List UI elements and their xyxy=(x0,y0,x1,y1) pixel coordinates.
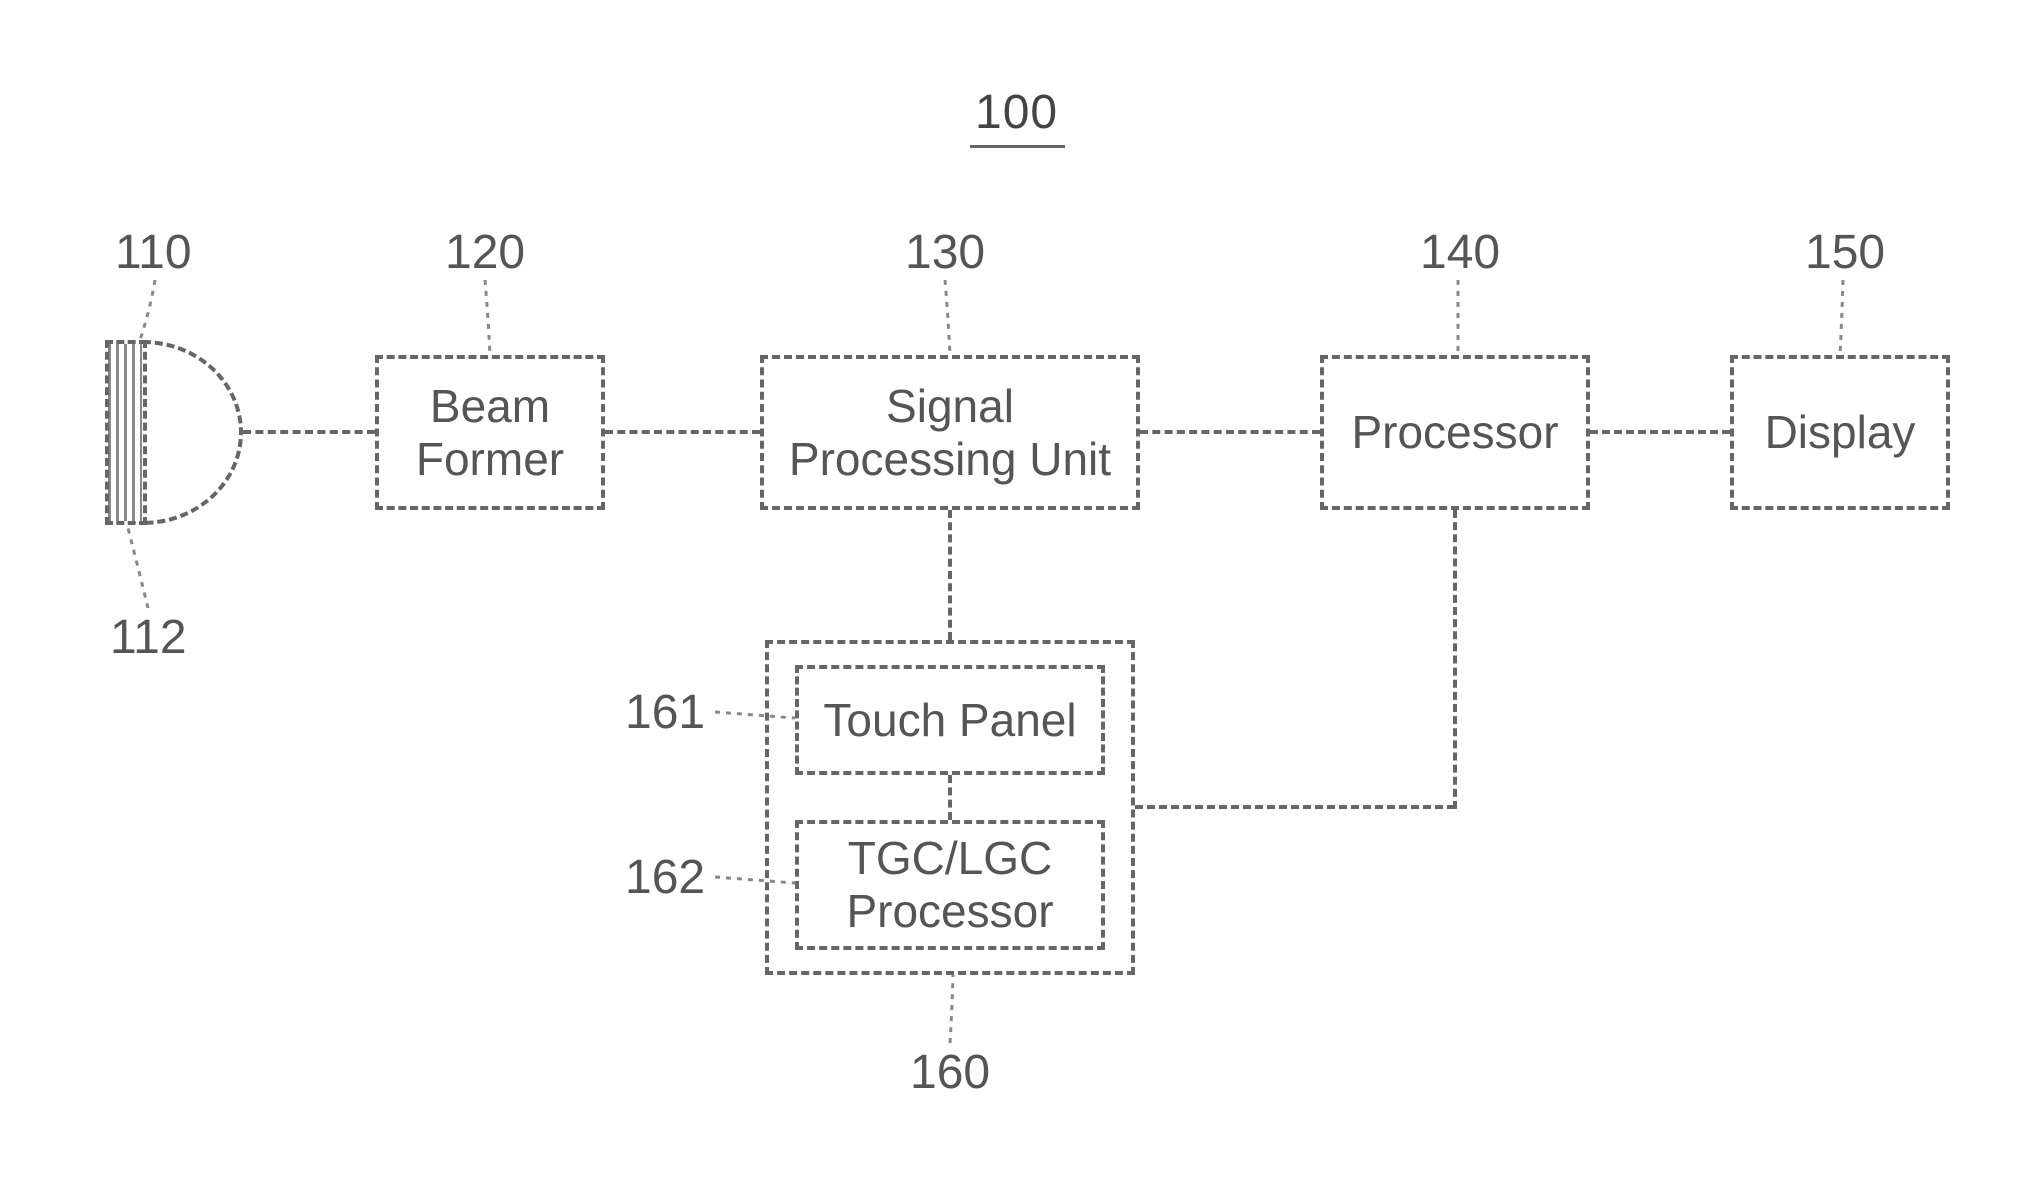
ref-162: 162 xyxy=(625,850,705,905)
tgc-lgc-label: TGC/LGC Processor xyxy=(846,832,1053,938)
edge-processor-display xyxy=(1590,430,1730,434)
spu-label: Signal Processing Unit xyxy=(789,380,1111,486)
signal-processing-unit-box: Signal Processing Unit xyxy=(760,355,1140,510)
processor-box: Processor xyxy=(1320,355,1590,510)
ref-140: 140 xyxy=(1420,225,1500,280)
edge-probe-beamformer xyxy=(243,430,375,434)
leader-130 xyxy=(945,280,950,355)
edge-beamformer-spu xyxy=(605,430,760,434)
ref-161: 161 xyxy=(625,685,705,740)
probe-nose xyxy=(143,340,243,525)
diagram-title: 100 xyxy=(975,85,1058,140)
edge-spu-processor xyxy=(1140,430,1320,434)
ref-110: 110 xyxy=(115,225,192,280)
block-diagram: 100 Beam Former Signal Processing Unit P… xyxy=(0,0,2021,1188)
leader-110 xyxy=(140,280,155,340)
tgc-lgc-box: TGC/LGC Processor xyxy=(795,820,1105,950)
beam-former-label: Beam Former xyxy=(416,380,564,486)
edge-spu-controller xyxy=(948,510,952,640)
touch-panel-label: Touch Panel xyxy=(823,694,1076,747)
ref-150: 150 xyxy=(1805,225,1885,280)
leader-lines xyxy=(0,0,2021,1188)
leader-150 xyxy=(1840,280,1843,355)
ref-112: 112 xyxy=(110,610,187,665)
display-label: Display xyxy=(1765,406,1916,459)
probe-body xyxy=(105,340,147,525)
ref-120: 120 xyxy=(445,225,525,280)
beam-former-box: Beam Former xyxy=(375,355,605,510)
edge-controller-processor-v xyxy=(1453,510,1457,809)
ref-130: 130 xyxy=(905,225,985,280)
leader-160 xyxy=(950,975,953,1043)
leader-120 xyxy=(485,280,490,355)
ref-160: 160 xyxy=(910,1045,990,1100)
title-underline xyxy=(970,145,1065,148)
edge-controller-processor-h xyxy=(1135,805,1455,809)
touch-panel-box: Touch Panel xyxy=(795,665,1105,775)
display-box: Display xyxy=(1730,355,1950,510)
edge-touchpanel-tgclgc xyxy=(948,775,952,820)
leader-112 xyxy=(128,528,148,608)
processor-label: Processor xyxy=(1351,406,1558,459)
